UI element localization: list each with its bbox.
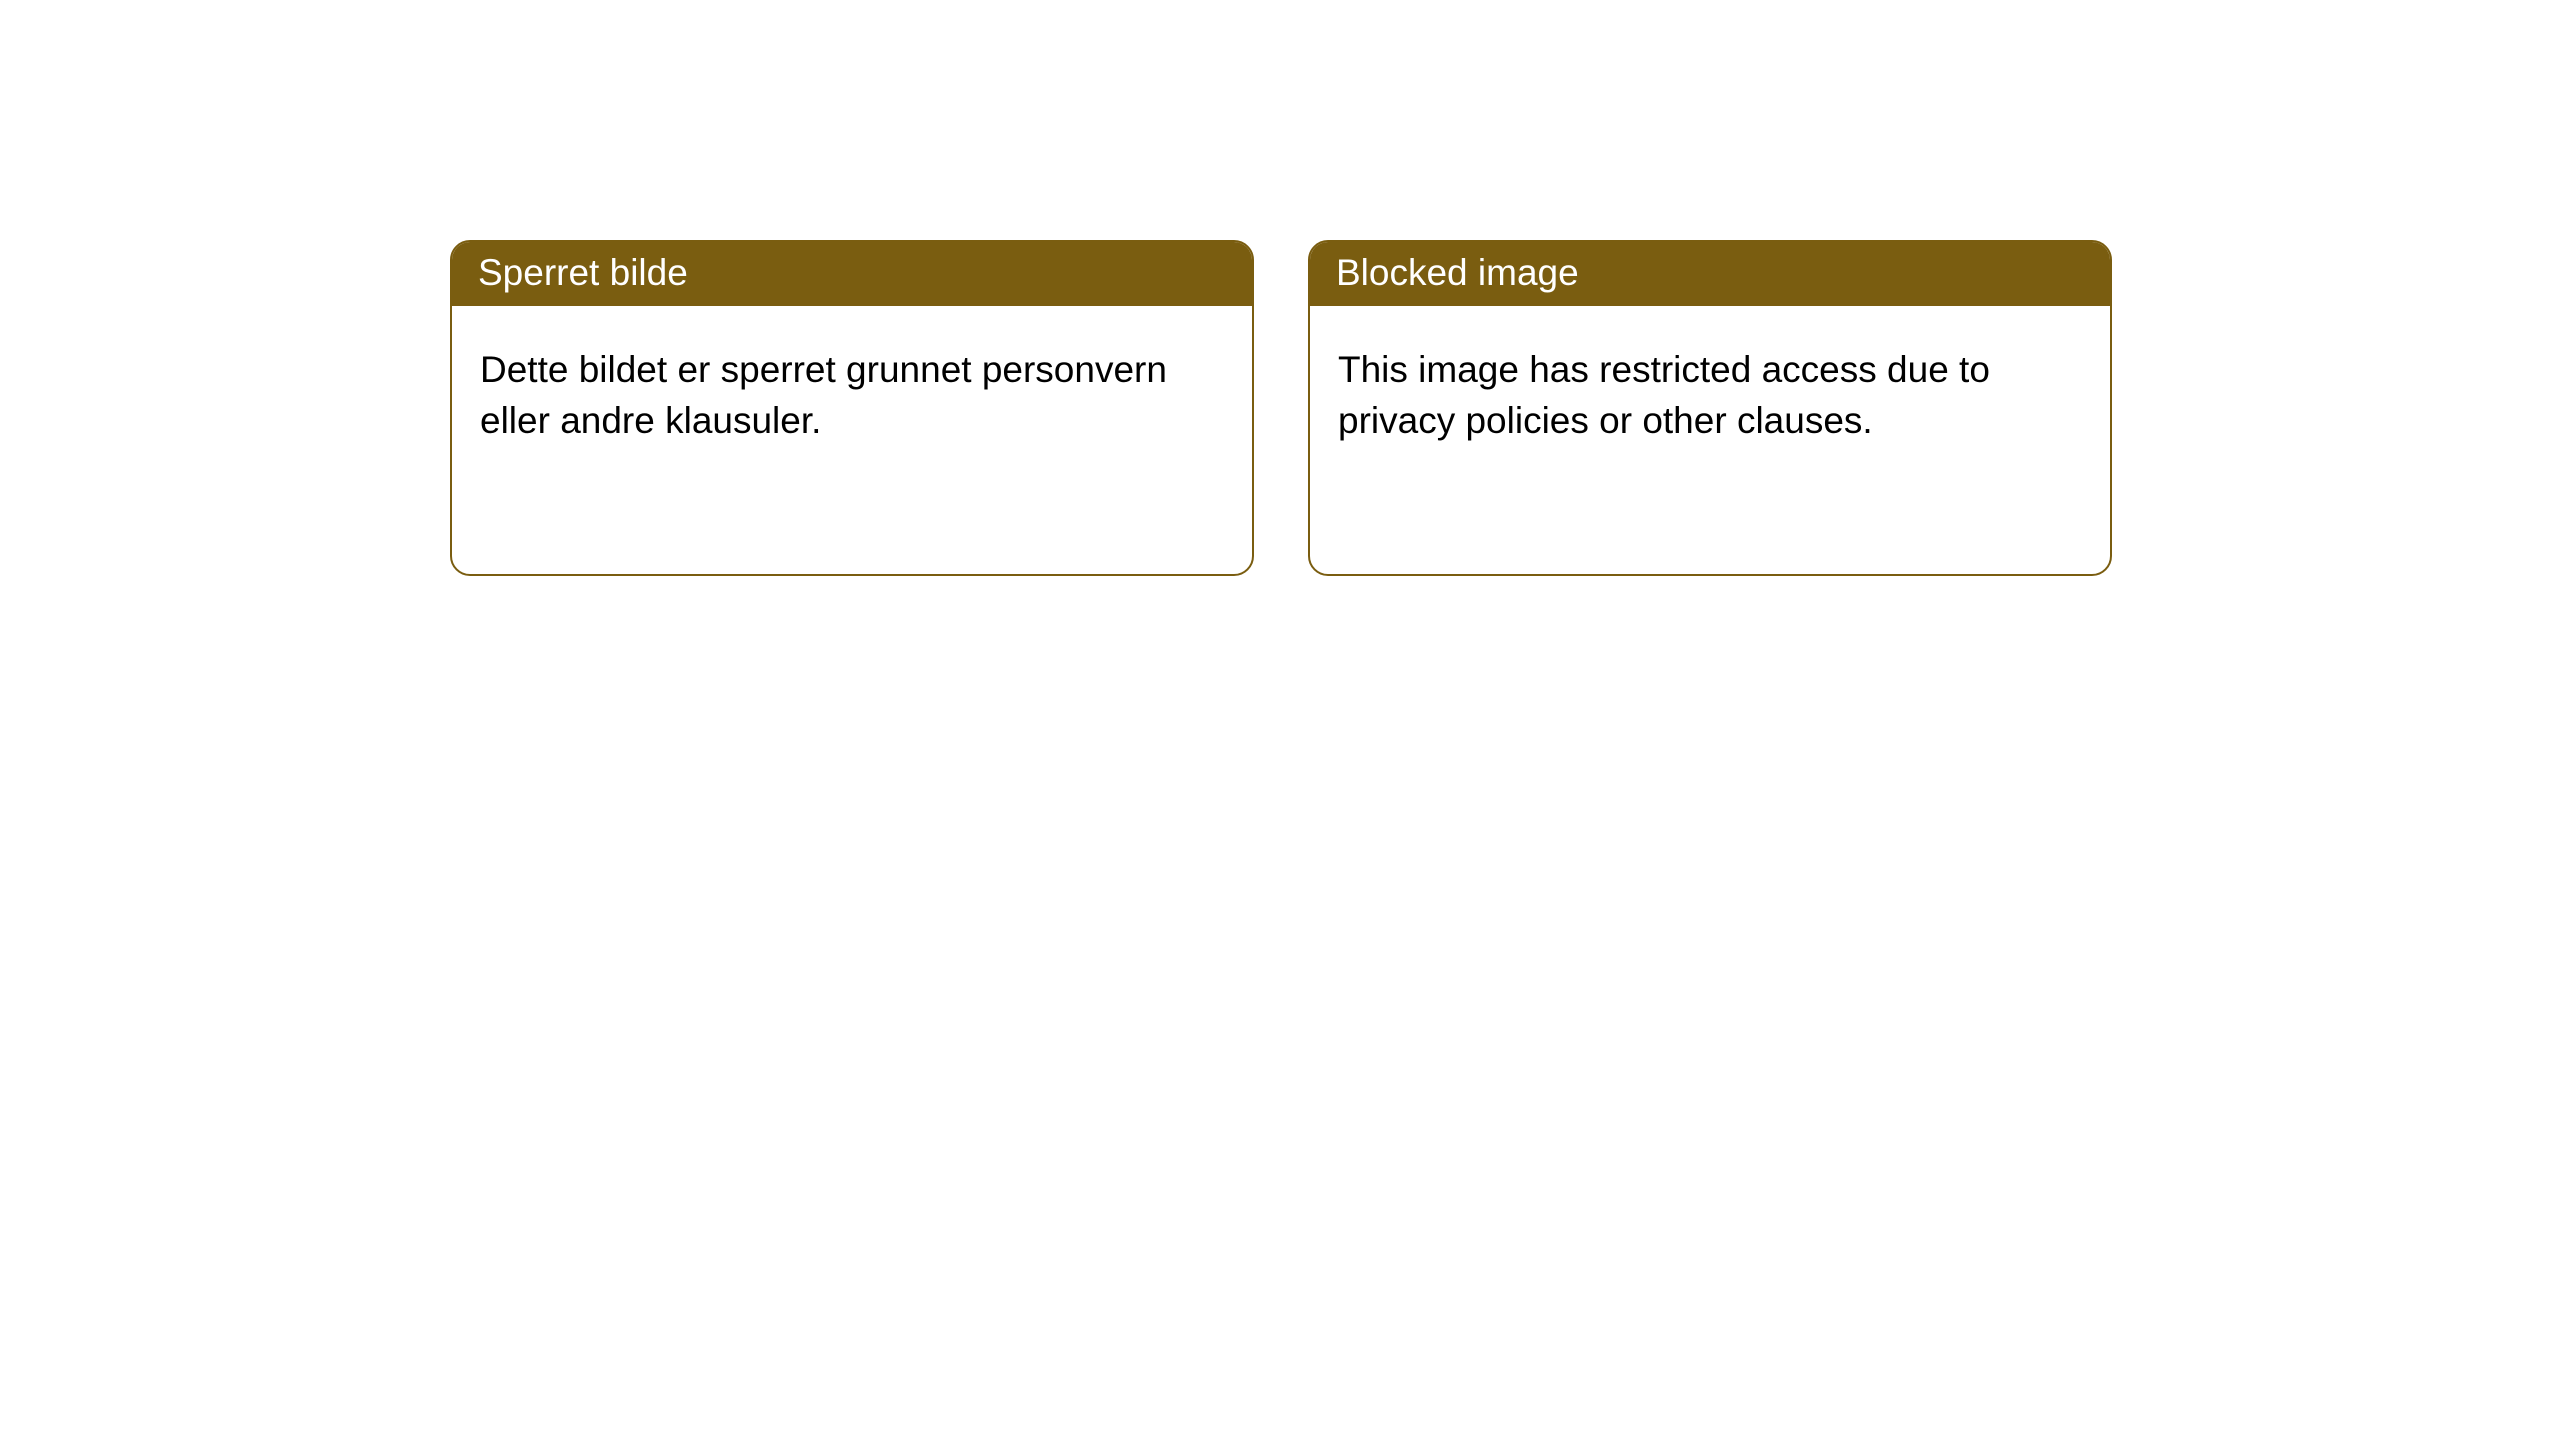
card-body: Dette bildet er sperret grunnet personve…: [452, 306, 1252, 484]
notice-cards-container: Sperret bilde Dette bildet er sperret gr…: [0, 0, 2560, 576]
card-header: Sperret bilde: [452, 242, 1252, 306]
notice-card-norwegian: Sperret bilde Dette bildet er sperret gr…: [450, 240, 1254, 576]
card-header: Blocked image: [1310, 242, 2110, 306]
card-body: This image has restricted access due to …: [1310, 306, 2110, 484]
notice-card-english: Blocked image This image has restricted …: [1308, 240, 2112, 576]
